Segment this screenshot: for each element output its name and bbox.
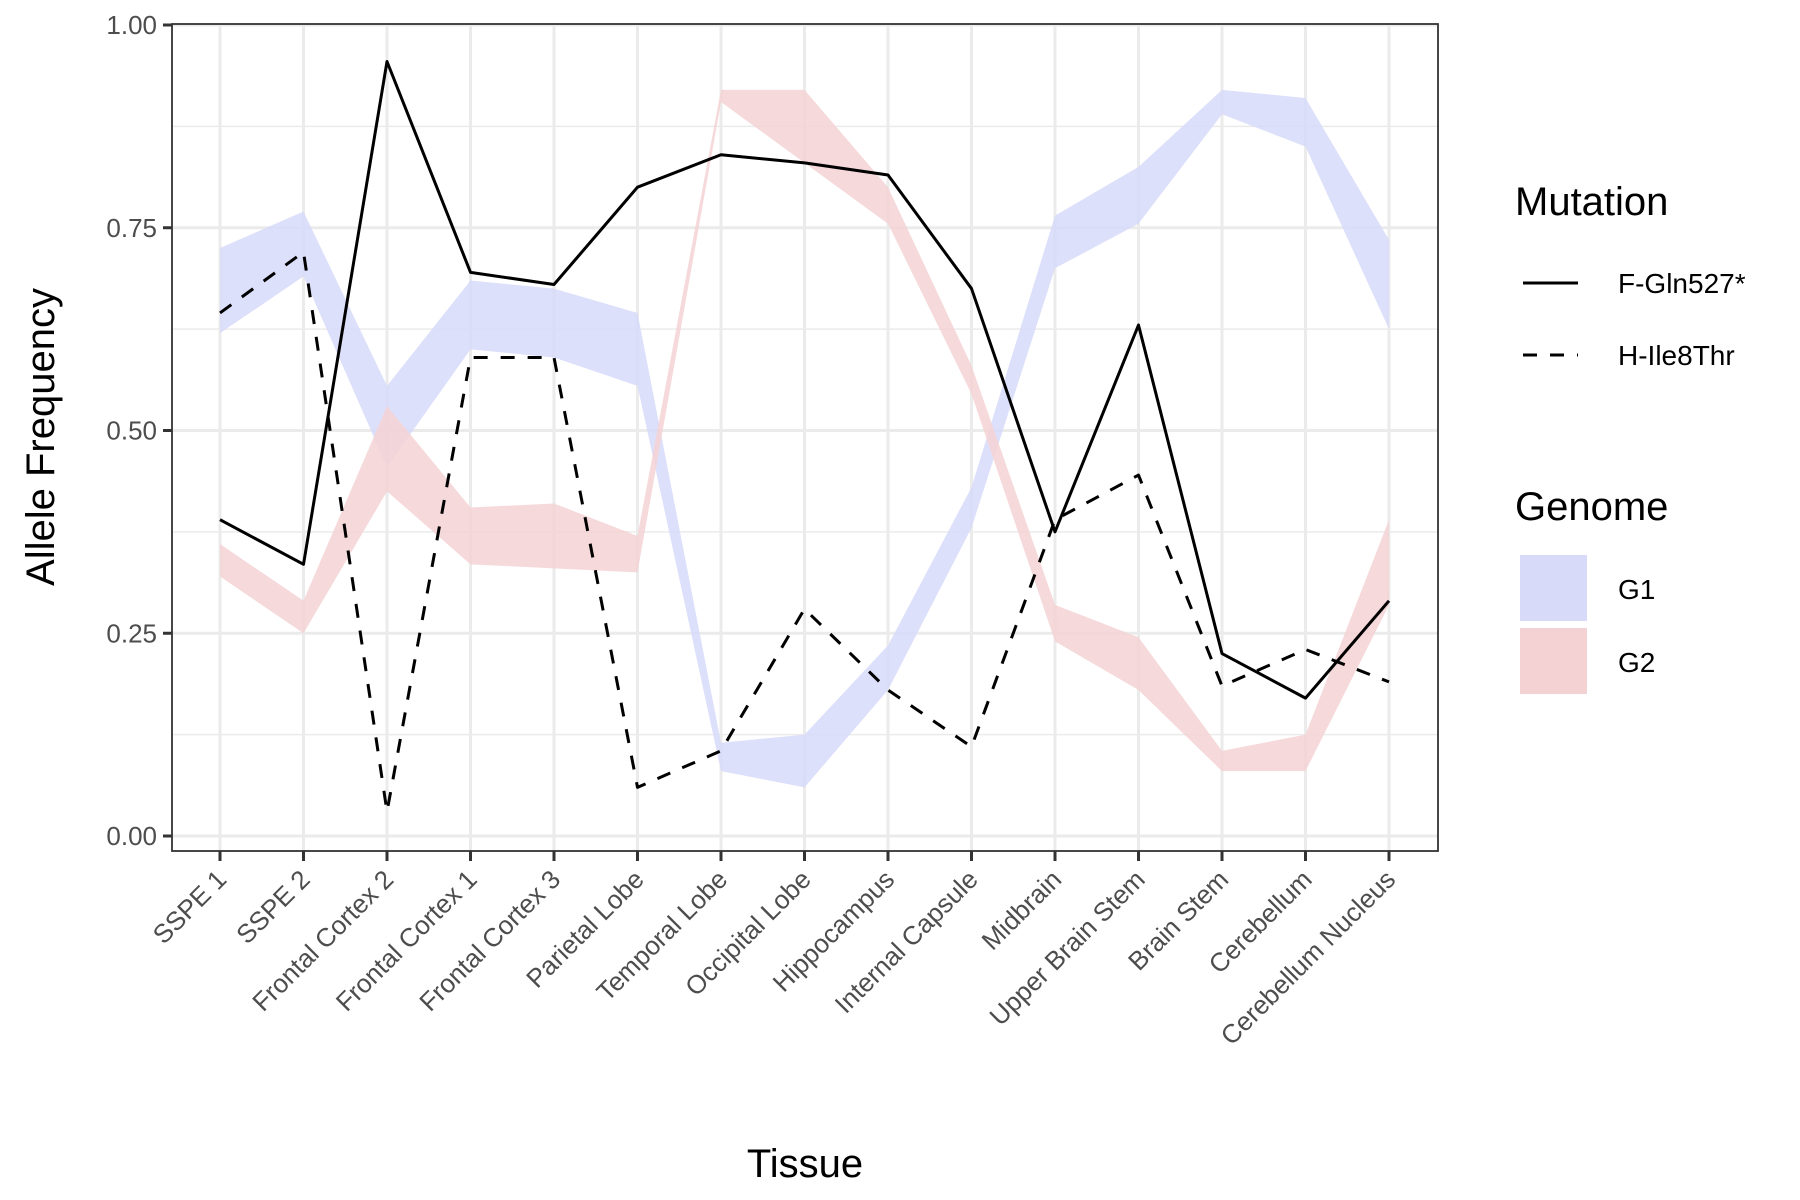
x-tick-label: Internal Capsule: [829, 864, 984, 1019]
legend-title-mutation: Mutation: [1515, 180, 1668, 224]
series-line-f-gln527: [219, 59, 1391, 700]
y-tick-label: 0.75: [106, 213, 157, 243]
y-tick-label: 0.50: [106, 416, 157, 446]
legend-label: G1: [1618, 574, 1655, 605]
x-tick-label: Frontal Cortex 1: [330, 864, 483, 1017]
y-tick-label: 1.00: [106, 10, 157, 40]
x-tick-label: Frontal Cortex 3: [413, 864, 566, 1017]
y-tick-label: 0.25: [106, 618, 157, 648]
legend-label: H-Ile8Thr: [1618, 340, 1735, 371]
grid: [172, 23, 1438, 851]
legend-key-swatch-g2: [1520, 628, 1587, 694]
legend-label: G2: [1618, 647, 1655, 678]
legend-key-swatch-g1: [1520, 555, 1587, 621]
y-axis: 0.00 0.25 0.50 0.75 1.00: [106, 10, 172, 851]
legend-title-genome: Genome: [1515, 485, 1668, 529]
series-lines: [219, 59, 1391, 814]
x-tick-label: Upper Brain Stem: [983, 864, 1150, 1031]
x-tick-label: Frontal Cortex 2: [246, 864, 399, 1017]
x-tick-label: SSPE 1: [147, 864, 233, 950]
series-line-h-ile8thr: [219, 250, 1390, 814]
y-tick-label: 0.00: [106, 821, 157, 851]
y-axis-title: Allele Frequency: [19, 288, 63, 586]
legend: Mutation F-Gln527* H-Ile8Thr Genome G1 G2: [1515, 180, 1746, 694]
legend-label: F-Gln527*: [1618, 268, 1746, 299]
x-axis-title: Tissue: [747, 1142, 863, 1186]
x-tick-label: SSPE 2: [230, 864, 316, 950]
